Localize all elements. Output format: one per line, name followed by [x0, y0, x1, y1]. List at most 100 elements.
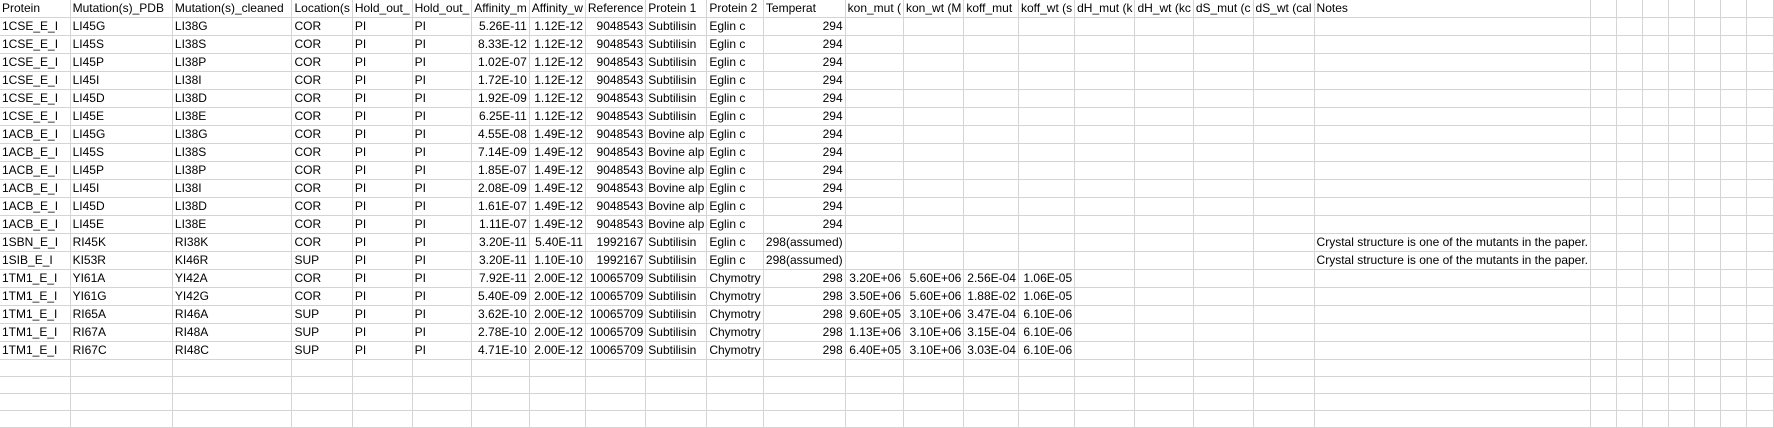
data-cell[interactable] [1253, 197, 1315, 216]
empty-cell[interactable] [1694, 341, 1722, 360]
data-cell[interactable] [1018, 71, 1076, 90]
column-header-cell[interactable]: Hold_out_ [412, 0, 473, 18]
data-cell[interactable] [845, 143, 905, 162]
data-cell[interactable]: Eglin c [706, 215, 764, 234]
data-cell[interactable]: 1.12E-12 [529, 89, 586, 108]
data-cell[interactable] [1018, 125, 1076, 144]
data-cell[interactable]: RI46A [172, 305, 293, 324]
data-cell[interactable]: 1992167 [585, 233, 647, 252]
data-cell[interactable]: 9048543 [585, 89, 647, 108]
notes-cell[interactable] [1314, 89, 1592, 108]
notes-cell[interactable]: Crystal structure is one of the mutants … [1314, 233, 1592, 252]
data-cell[interactable]: 8.33E-12 [471, 35, 530, 54]
empty-cell[interactable] [1668, 269, 1695, 288]
data-cell[interactable] [471, 393, 530, 411]
data-cell[interactable]: LI45G [70, 125, 173, 144]
data-cell[interactable] [1074, 359, 1136, 377]
data-cell[interactable]: Chymotry [706, 341, 764, 360]
data-cell[interactable]: Eglin c [706, 233, 764, 252]
data-cell[interactable] [1253, 53, 1315, 72]
data-cell[interactable] [1193, 359, 1254, 377]
data-cell[interactable] [412, 376, 473, 394]
column-header-cell[interactable]: Mutation(s)_cleaned [172, 0, 293, 18]
data-cell[interactable] [1074, 17, 1136, 36]
data-cell[interactable]: Subtilisin [645, 287, 708, 306]
notes-cell[interactable] [1314, 197, 1592, 216]
empty-cell[interactable] [1746, 161, 1774, 180]
data-cell[interactable]: 3.03E-04 [963, 341, 1019, 360]
data-cell[interactable] [352, 359, 413, 377]
data-cell[interactable] [1134, 143, 1194, 162]
data-cell[interactable]: PI [412, 53, 473, 72]
data-cell[interactable] [1074, 233, 1136, 252]
data-cell[interactable] [1193, 143, 1254, 162]
data-cell[interactable] [1134, 107, 1194, 126]
data-cell[interactable]: PI [352, 53, 413, 72]
empty-cell[interactable] [1746, 17, 1774, 36]
empty-cell[interactable] [1694, 71, 1722, 90]
data-cell[interactable]: YI42G [172, 287, 293, 306]
empty-cell[interactable] [1746, 359, 1774, 377]
data-cell[interactable] [1018, 161, 1076, 180]
data-cell[interactable] [1018, 143, 1076, 162]
data-cell[interactable]: RI65A [70, 305, 173, 324]
data-cell[interactable] [1253, 287, 1315, 306]
data-cell[interactable]: PI [352, 269, 413, 288]
notes-cell[interactable] [1314, 359, 1592, 377]
data-cell[interactable] [1193, 251, 1254, 270]
empty-cell[interactable] [1720, 359, 1747, 377]
data-cell[interactable] [1193, 35, 1254, 54]
data-cell[interactable]: PI [352, 35, 413, 54]
notes-cell[interactable] [1314, 323, 1592, 342]
empty-cell[interactable] [1720, 305, 1747, 324]
data-cell[interactable] [963, 125, 1019, 144]
data-cell[interactable] [1018, 376, 1076, 394]
empty-cell[interactable] [1642, 125, 1670, 144]
data-cell[interactable]: 294 [763, 215, 846, 234]
data-cell[interactable]: 7.14E-09 [471, 143, 530, 162]
data-cell[interactable] [1074, 143, 1136, 162]
data-cell[interactable]: RI48C [172, 341, 293, 360]
empty-cell[interactable] [1642, 71, 1670, 90]
data-cell[interactable]: 1.12E-12 [529, 35, 586, 54]
empty-cell[interactable] [1668, 107, 1695, 126]
data-cell[interactable] [903, 125, 965, 144]
data-cell[interactable]: LI45G [70, 17, 173, 36]
data-cell[interactable]: LI45E [70, 107, 173, 126]
data-cell[interactable] [1018, 410, 1076, 428]
empty-cell[interactable] [1694, 125, 1722, 144]
data-cell[interactable]: PI [352, 287, 413, 306]
empty-cell[interactable] [1746, 251, 1774, 270]
data-cell[interactable] [763, 376, 846, 394]
empty-cell[interactable] [1668, 215, 1695, 234]
empty-cell[interactable] [1642, 197, 1670, 216]
empty-cell[interactable] [1590, 125, 1618, 144]
data-cell[interactable] [1018, 17, 1076, 36]
data-cell[interactable]: 5.60E+06 [903, 287, 965, 306]
empty-cell[interactable] [1720, 0, 1747, 18]
data-cell[interactable] [1253, 341, 1315, 360]
empty-cell[interactable] [1590, 269, 1618, 288]
data-cell[interactable]: 1.61E-07 [471, 197, 530, 216]
data-cell[interactable]: 7.92E-11 [471, 269, 530, 288]
empty-cell[interactable] [1590, 179, 1618, 198]
empty-cell[interactable] [1590, 35, 1618, 54]
empty-cell[interactable] [1720, 17, 1747, 36]
data-cell[interactable] [585, 376, 647, 394]
data-cell[interactable]: Chymotry [706, 305, 764, 324]
data-cell[interactable] [903, 161, 965, 180]
empty-cell[interactable] [1694, 179, 1722, 198]
data-cell[interactable]: LI38E [172, 215, 293, 234]
data-cell[interactable]: 1.02E-07 [471, 53, 530, 72]
empty-cell[interactable] [1616, 107, 1643, 126]
data-cell[interactable] [645, 393, 708, 411]
empty-cell[interactable] [1642, 107, 1670, 126]
data-cell[interactable]: KI53R [70, 251, 173, 270]
empty-cell[interactable] [1616, 323, 1643, 342]
data-cell[interactable] [291, 410, 353, 428]
data-cell[interactable] [706, 393, 764, 411]
empty-cell[interactable] [1720, 161, 1747, 180]
data-cell[interactable]: 1CSE_E_I [0, 71, 71, 90]
table-row[interactable]: 1ACB_E_I LI45P LI38P COR PI PI 1.85E-07 1.49E-1… [0, 161, 1774, 180]
data-cell[interactable] [1193, 410, 1254, 428]
